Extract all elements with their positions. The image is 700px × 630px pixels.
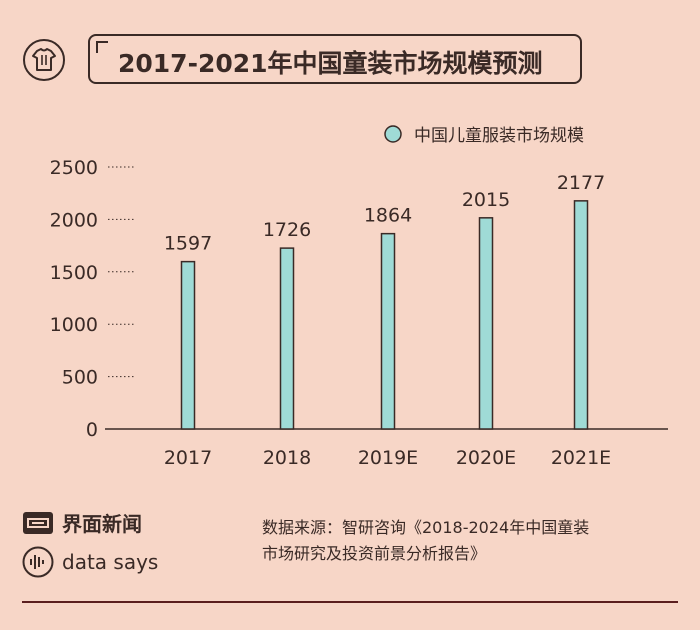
x-tick-label: 2017	[164, 447, 212, 469]
logo-text: 界面新闻	[62, 512, 142, 536]
y-tick-label: 1500	[50, 262, 98, 284]
bar-2017	[180, 260, 196, 430]
source-note: 数据来源：智研咨询《2018-2024年中国童装 市场研究及投资前景分析报告》	[262, 515, 682, 567]
jiemian-logo: 界面新闻	[22, 508, 142, 537]
y-tick-label: 1000	[50, 314, 98, 336]
y-tick-label: 2000	[50, 209, 98, 231]
x-tick-label: 2019E	[358, 447, 418, 469]
bar-2021e	[573, 200, 589, 430]
title-area: 2017-2021年中国童装市场规模预测	[22, 34, 582, 84]
data-says-brand: data says	[22, 546, 158, 578]
bar-2020e	[478, 217, 494, 430]
source-line-1: 数据来源：智研咨询《2018-2024年中国童装	[262, 518, 590, 537]
waveform-icon	[22, 546, 54, 578]
bottom-rule	[22, 601, 678, 603]
legend-marker	[384, 125, 402, 143]
bar-chart: 中国儿童服装市场规模 0 500 1000 1500 2000 2500 1597 2017 17…	[50, 125, 668, 469]
data-label: 1726	[263, 219, 311, 241]
x-tick-label: 2021E	[551, 447, 611, 469]
y-tick-label: 500	[62, 367, 98, 389]
tshirt-icon	[23, 39, 65, 81]
x-tick-label: 2018	[263, 447, 311, 469]
legend-label: 中国儿童服装市场规模	[414, 126, 584, 146]
data-label: 2177	[557, 172, 605, 194]
data-label: 1864	[364, 205, 412, 227]
bar-2018	[279, 247, 295, 430]
bar-2019e	[380, 232, 396, 430]
source-line-2: 市场研究及投资前景分析报告》	[262, 544, 487, 563]
data-label: 1597	[164, 233, 212, 255]
jiemian-logo-icon	[23, 511, 53, 534]
y-tick-label: 0	[86, 419, 98, 441]
says-text: data says	[62, 550, 159, 574]
chart-title: 2017-2021年中国童装市场规模预测	[118, 49, 543, 78]
data-label: 2015	[462, 189, 510, 211]
x-tick-label: 2020E	[456, 447, 516, 469]
title-box: 2017-2021年中国童装市场规模预测	[88, 34, 582, 84]
y-tick-label: 2500	[50, 157, 98, 179]
